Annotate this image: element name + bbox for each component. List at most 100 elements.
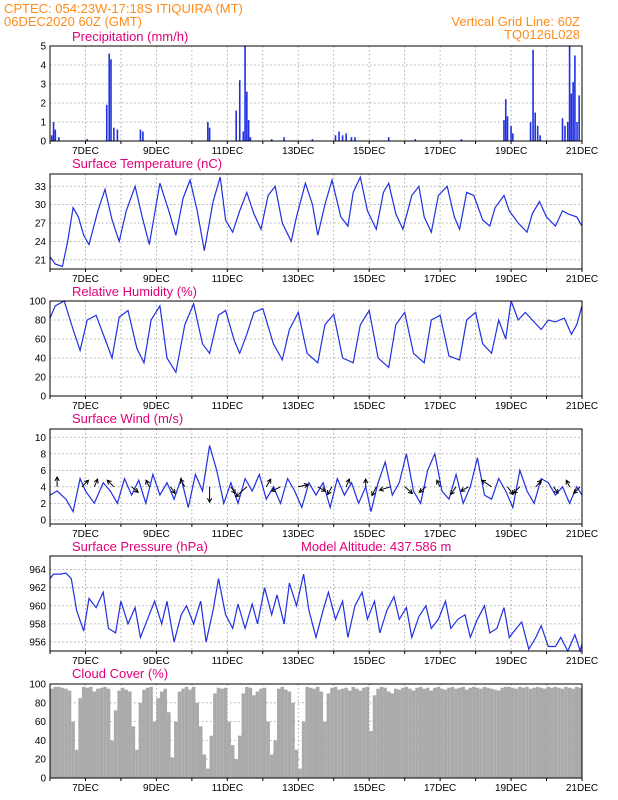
cloud-bar — [266, 721, 270, 778]
x-tick-label: 13DEC — [282, 401, 314, 412]
cloud-bar — [344, 687, 348, 778]
x-tick-label: 9DEC — [143, 529, 170, 540]
x-tick-label: 9DEC — [143, 783, 170, 794]
series-line — [49, 572, 583, 654]
humidity-panel: Relative Humidity (%) 0 20 40 60 80 100 7DEC 9D… — [29, 284, 598, 412]
cloud-bar — [181, 688, 185, 778]
wind-arrow — [179, 478, 186, 488]
cloud-bar — [397, 689, 402, 778]
cloud-bar — [188, 689, 192, 778]
cloud-bar — [333, 686, 338, 778]
cloud-bar — [461, 686, 465, 778]
x-tick-label: 11DEC — [212, 529, 244, 540]
x-tick-label: 19DEC — [495, 656, 527, 667]
pressure-panel: Surface Pressure (hPa) Model Altitude: 4… — [29, 539, 598, 667]
precip-bar — [110, 59, 112, 141]
precip-bar — [52, 122, 55, 141]
cloud-bar — [255, 691, 260, 778]
x-tick-label: 9DEC — [143, 274, 170, 285]
cloud-bar — [557, 687, 561, 778]
cloud-bar — [404, 686, 409, 778]
cloud-bar — [482, 686, 487, 778]
cloud-bar — [394, 688, 398, 778]
wind-arrow — [418, 486, 427, 493]
precip-bar — [510, 125, 512, 141]
cloud-bar — [152, 721, 157, 778]
panel-frame — [49, 428, 583, 525]
precip-bar — [50, 135, 53, 141]
y-tick-label: 60 — [35, 335, 47, 346]
panel-frame — [49, 173, 583, 270]
cloud-bar — [177, 691, 182, 778]
x-tick-label: 15DEC — [353, 401, 385, 412]
cloud-bar — [450, 686, 455, 778]
cloud-bar — [514, 688, 519, 778]
x-tick-label: 7DEC — [72, 401, 99, 412]
y-tick-label: 8 — [40, 449, 46, 460]
cloud-bar — [369, 731, 373, 778]
x-tick-label: 17DEC — [424, 783, 456, 794]
cloud-bar — [411, 690, 416, 778]
cloud-bar — [347, 690, 352, 778]
cloud-bar — [280, 686, 285, 778]
cloud-bar — [443, 689, 448, 778]
y-tick-label: 956 — [29, 637, 46, 648]
cloud-bar — [120, 687, 125, 778]
cloud-bar — [195, 702, 199, 778]
precip-bar — [564, 125, 566, 141]
precip-bar — [246, 91, 248, 141]
precip-bar — [113, 127, 115, 141]
wind-arrow — [106, 479, 115, 488]
cloud-bar — [184, 686, 189, 778]
cloud-bar — [252, 695, 256, 778]
cloud-bar — [358, 690, 363, 778]
panel-frame — [49, 683, 583, 779]
x-tick-label: 11DEC — [212, 783, 244, 794]
y-tick-label: 4 — [40, 61, 46, 72]
wind-arrow — [145, 479, 150, 488]
precip-bar — [506, 116, 509, 141]
cloud-bar — [308, 687, 313, 778]
cloud-bar — [220, 688, 224, 778]
x-tick-label: 7DEC — [72, 274, 99, 285]
y-tick-label: 2 — [40, 499, 46, 510]
y-tick-label: 0 — [40, 774, 46, 785]
precipitation-title: Precipitation (mm/h) — [72, 29, 188, 44]
cloud-bar — [85, 687, 90, 778]
cloud-bar — [436, 686, 441, 778]
cloud-bar — [213, 693, 217, 778]
x-tick-label: 21DEC — [566, 274, 598, 285]
cloud-bar — [422, 688, 426, 778]
y-tick-label: 10 — [35, 433, 47, 444]
precip-bar — [568, 46, 571, 141]
cloud-bar — [106, 688, 111, 778]
x-tick-label: 19DEC — [495, 401, 527, 412]
x-tick-label: 21DEC — [566, 783, 598, 794]
cloud-bar — [518, 686, 522, 778]
cloud-bar — [418, 686, 423, 778]
cloud-bar — [376, 688, 380, 778]
precip-bar — [345, 133, 347, 141]
precip-bar — [244, 46, 246, 141]
y-tick-label: 40 — [35, 736, 47, 747]
precip-bar — [270, 139, 273, 141]
wind-arrow — [404, 486, 414, 495]
precip-bar — [561, 118, 564, 141]
x-tick-label: 9DEC — [143, 401, 170, 412]
x-tick-label: 19DEC — [495, 529, 527, 540]
x-tick-label: 21DEC — [566, 401, 598, 412]
precip-bar — [460, 139, 463, 141]
model-code: TQ0126L028 — [504, 27, 580, 42]
wind-arrow — [131, 486, 140, 493]
cloud-bar — [429, 690, 434, 778]
y-tick-label: 100 — [29, 297, 46, 308]
cloud-bar — [167, 712, 171, 778]
y-tick-label: 27 — [35, 219, 47, 230]
wind-arrow — [317, 486, 327, 492]
precip-bar — [116, 129, 119, 141]
temperature-title: Surface Temperature (nC) — [72, 156, 222, 171]
cloud-bar — [571, 688, 575, 778]
cloud-bar — [433, 687, 437, 778]
cloud-bar — [259, 688, 263, 778]
cloud-bar — [521, 687, 526, 778]
